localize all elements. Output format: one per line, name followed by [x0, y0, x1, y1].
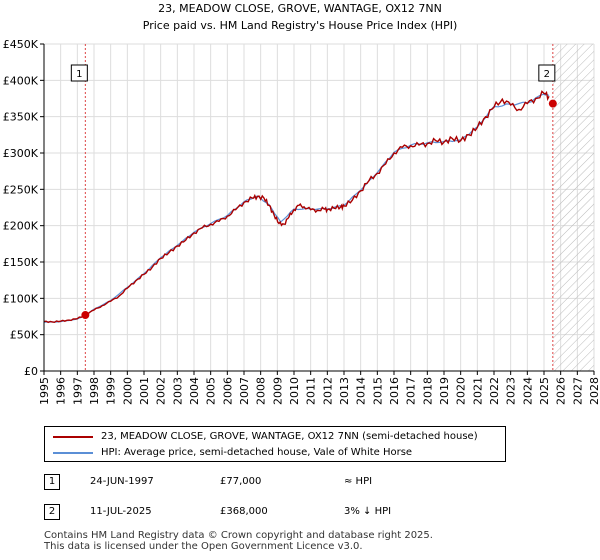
x-tick-label: 2013	[338, 377, 351, 405]
transaction-row: 1 24-JUN-1997 £77,000 ≈ HPI	[44, 472, 564, 492]
x-tick-label: 2012	[321, 377, 334, 405]
price-chart: 23, MEADOW CLOSE, GROVE, WANTAGE, OX12 7…	[3, 2, 600, 405]
y-tick-label: £450K	[3, 38, 39, 51]
x-tick-label: 2026	[555, 377, 568, 405]
annotation-label: 1	[76, 69, 82, 80]
axes	[43, 44, 594, 372]
transaction-hpi-comparison: 3% ↓ HPI	[344, 506, 392, 517]
x-tick-label: 2009	[271, 377, 284, 405]
legend-swatch-property	[53, 436, 93, 438]
grid-lines	[43, 43, 595, 372]
plot-area	[44, 44, 594, 371]
x-tick-label: 2017	[405, 377, 418, 405]
x-tick-label: 2007	[238, 377, 251, 405]
legend-swatch-hpi	[53, 452, 93, 454]
transaction-hpi-comparison: ≈ HPI	[344, 476, 373, 487]
forecast-hatch-region	[552, 44, 594, 371]
x-tick-label: 2015	[371, 377, 384, 405]
footer-licence: This data is licensed under the Open Gov…	[44, 541, 363, 552]
x-tick-label: 1998	[88, 377, 101, 405]
x-tick-label: 2005	[205, 377, 218, 405]
x-tick-label: 2021	[471, 377, 484, 405]
x-tick-label: 2027	[571, 377, 584, 405]
transaction-point-2	[548, 99, 557, 108]
transaction-price: £77,000	[220, 476, 262, 487]
plot-background	[44, 44, 594, 371]
x-tick-label: 2003	[171, 377, 184, 405]
chart-title: 23, MEADOW CLOSE, GROVE, WANTAGE, OX12 7…	[158, 2, 442, 15]
footer-attribution: Contains HM Land Registry data © Crown c…	[44, 530, 433, 552]
y-tick-label: £150K	[3, 256, 39, 269]
x-tick-label: 2018	[421, 377, 434, 405]
x-tick-label: 2016	[388, 377, 401, 405]
series-line-property	[43, 90, 550, 324]
legend: 23, MEADOW CLOSE, GROVE, WANTAGE, OX12 7…	[44, 426, 506, 462]
y-axis-tick-labels: £0 £50K £100K £150K £200K £250K £300K £350K £400…	[3, 38, 44, 378]
x-tick-label: 2024	[521, 377, 534, 405]
x-tick-label: 2023	[505, 377, 518, 405]
x-tick-label: 1999	[105, 377, 118, 405]
x-tick-label: 2014	[355, 377, 368, 405]
x-tick-label: 2028	[588, 377, 600, 405]
x-tick-label: 1996	[55, 377, 68, 405]
footer-copyright: Contains HM Land Registry data © Crown c…	[44, 530, 433, 541]
legend-label-property: 23, MEADOW CLOSE, GROVE, WANTAGE, OX12 7…	[101, 431, 478, 442]
y-tick-label: £350K	[3, 111, 39, 124]
chart-subtitle: Price paid vs. HM Land Registry's House …	[143, 19, 458, 32]
transaction-date: 11-JUL-2025	[90, 506, 152, 517]
y-tick-label: £0	[24, 365, 38, 378]
x-tick-label: 1997	[71, 377, 84, 405]
annotation-box-1: 1	[70, 64, 88, 82]
x-tick-label: 2020	[455, 377, 468, 405]
transaction-point-1	[81, 311, 90, 320]
transaction-price: £368,000	[220, 506, 268, 517]
x-tick-label: 2025	[538, 377, 551, 405]
y-tick-label: £50K	[10, 329, 39, 342]
x-tick-label: 2010	[288, 377, 301, 405]
x-tick-label: 2011	[305, 377, 318, 405]
annotation-frame	[538, 64, 556, 82]
x-tick-label: 2008	[255, 377, 268, 405]
hatch-region	[552, 44, 594, 371]
transaction-points	[81, 99, 557, 320]
y-tick-label: £250K	[3, 183, 39, 196]
x-tick-label: 2001	[138, 377, 151, 405]
series-lines	[43, 90, 550, 324]
x-tick-label: 2019	[438, 377, 451, 405]
y-tick-label: £100K	[3, 292, 39, 305]
transaction-date: 24-JUN-1997	[90, 476, 154, 487]
y-tick-label: £200K	[3, 220, 39, 233]
x-tick-label: 2006	[221, 377, 234, 405]
x-tick-label: 1995	[38, 377, 51, 405]
annotation-box-2: 2	[538, 64, 556, 82]
x-tick-label: 2002	[155, 377, 168, 405]
transaction-number: 1	[44, 474, 60, 490]
x-tick-label: 2004	[188, 377, 201, 405]
annotation-frame	[70, 64, 88, 82]
y-tick-label: £300K	[3, 147, 39, 160]
x-axis-tick-labels: 1995 1996 1997 1998 1999 2000 2001 2002 2003 2004…	[38, 371, 600, 405]
transaction-number: 2	[44, 504, 60, 520]
legend-label-hpi: HPI: Average price, semi-detached house,…	[101, 447, 413, 458]
transaction-row: 2 11-JUL-2025 £368,000 3% ↓ HPI	[44, 502, 564, 522]
x-tick-label: 2022	[488, 377, 501, 405]
y-tick-label: £400K	[3, 74, 39, 87]
x-tick-label: 2000	[121, 377, 134, 405]
annotation-label: 2	[544, 69, 550, 80]
